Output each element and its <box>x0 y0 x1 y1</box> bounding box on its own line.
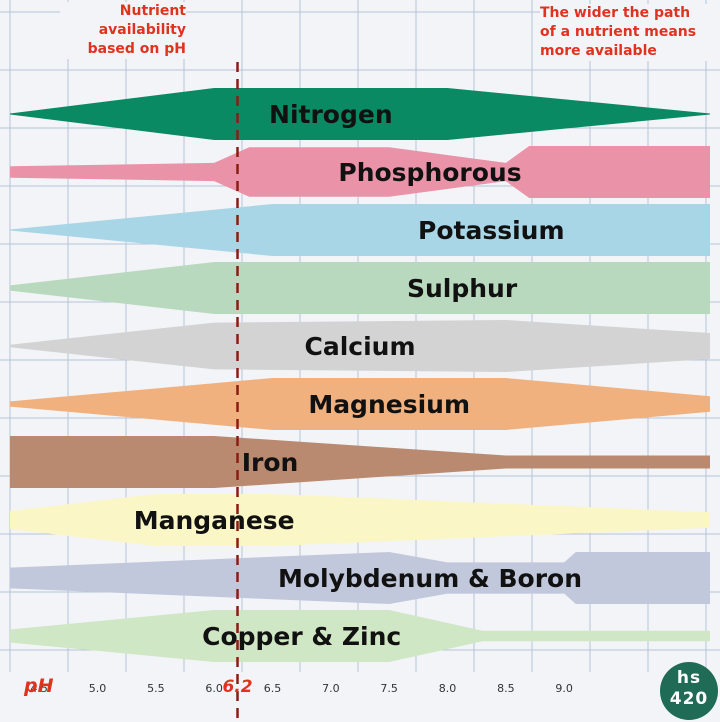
nutrient-band <box>10 436 710 488</box>
logo-line: 420 <box>669 689 709 709</box>
nutrient-band <box>10 610 710 662</box>
nutrient-label: Potassium <box>418 216 565 245</box>
nutrient-band <box>10 552 710 604</box>
x-tick-label: 9.0 <box>555 682 573 695</box>
logo-text: hs 420 <box>660 668 718 710</box>
nutrient-label: Iron <box>242 448 299 477</box>
nutrient-band <box>10 204 710 256</box>
right-annotation-line: The wider the path <box>540 5 691 21</box>
left-annotation-line: availability <box>98 22 186 38</box>
x-tick-label: 8.0 <box>439 682 457 695</box>
nutrient-band <box>10 262 710 314</box>
x-axis-label: pH <box>23 675 54 697</box>
right-annotation-line: more available <box>540 43 657 59</box>
x-tick-label: 4.5 <box>30 682 48 695</box>
brand-logo: hs 420 <box>660 662 718 720</box>
x-tick-label: 6.0 <box>205 682 223 695</box>
left-annotation-line: based on pH <box>87 41 186 57</box>
nutrient-label: Magnesium <box>308 390 470 419</box>
x-tick-label: 6.5 <box>264 682 282 695</box>
x-tick-label: 8.5 <box>497 682 515 695</box>
nutrient-band <box>10 494 710 546</box>
nutrient-label: Calcium <box>304 332 415 361</box>
nutrient-label: Copper & Zinc <box>202 622 401 651</box>
nutrient-label: Phosphorous <box>338 158 521 187</box>
nutrient-band <box>10 378 710 430</box>
nutrient-label: Nitrogen <box>269 100 393 129</box>
x-tick-label: 5.0 <box>89 682 107 695</box>
nutrient-label: Sulphur <box>407 274 518 303</box>
right-annotation-line: of a nutrient means <box>540 24 697 40</box>
logo-line: hs <box>676 668 702 688</box>
nutrient-band <box>10 146 710 198</box>
nutrient-label: Manganese <box>134 506 295 535</box>
left-annotation: Nutrient availability based on pH <box>60 2 186 59</box>
x-tick-label: 5.5 <box>147 682 165 695</box>
nutrient-band <box>10 320 710 372</box>
nutrient-band <box>10 88 710 140</box>
x-tick-label: 7.0 <box>322 682 340 695</box>
right-annotation: The wider the path of a nutrient means m… <box>540 4 720 61</box>
ph-marker-label: 6.2 <box>222 677 252 697</box>
left-annotation-line: Nutrient <box>119 3 186 19</box>
x-tick-label: 7.5 <box>380 682 398 695</box>
nutrient-label: Molybdenum & Boron <box>278 564 582 593</box>
